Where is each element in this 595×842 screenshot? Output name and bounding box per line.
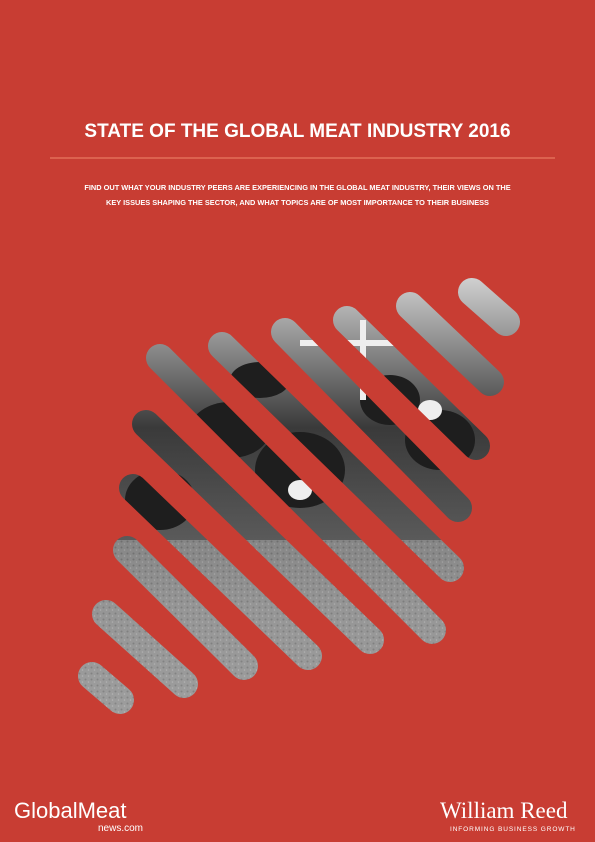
subtitle-line: FIND OUT WHAT YOUR INDUSTRY PEERS ARE EX… <box>84 183 510 192</box>
logo-name: GlobalMeat <box>14 798 127 823</box>
cover-photo <box>60 270 530 720</box>
subtitle-line: KEY ISSUES SHAPING THE SECTOR, AND WHAT … <box>106 198 489 207</box>
logo-name: William Reed <box>440 798 568 823</box>
title: STATE OF THE GLOBAL MEAT INDUSTRY 2016 <box>84 121 510 142</box>
logo-domain: news.com <box>98 823 143 834</box>
logo-tagline: INFORMING BUSINESS GROWTH <box>450 826 576 833</box>
